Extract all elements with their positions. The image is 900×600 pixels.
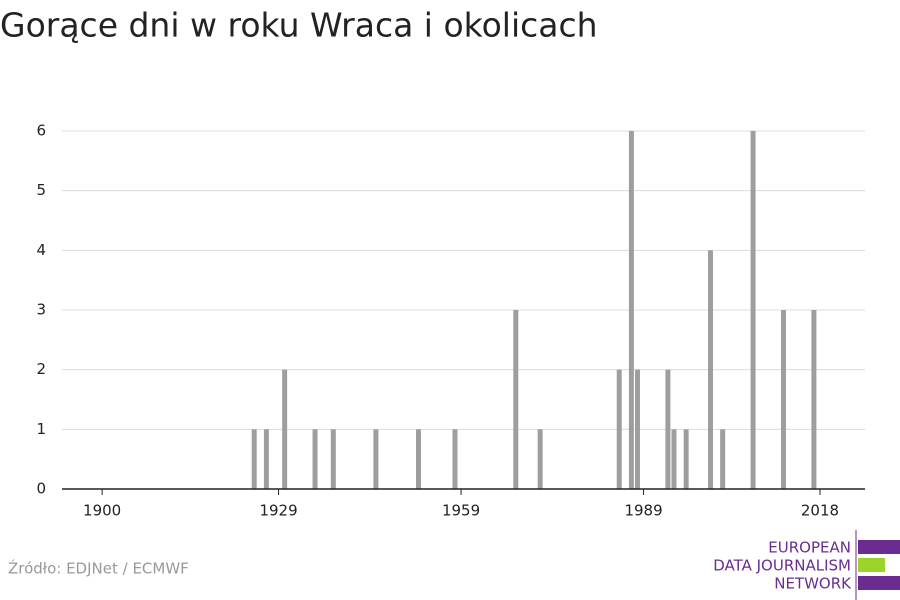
bar — [263, 429, 269, 489]
x-tick-label: 1900 — [83, 502, 121, 520]
logo-bar — [858, 558, 885, 572]
bar — [537, 429, 543, 489]
bar — [415, 429, 421, 489]
x-tick-label: 1959 — [442, 502, 480, 520]
y-tick-label: 3 — [36, 301, 46, 319]
logo-bar — [858, 540, 900, 554]
bar — [671, 429, 677, 489]
bar — [634, 369, 640, 489]
bar — [452, 429, 458, 489]
logo-bar — [858, 576, 900, 590]
bar — [665, 369, 671, 489]
y-tick-label: 2 — [36, 360, 46, 378]
y-tick-label: 0 — [36, 480, 46, 498]
bar — [811, 310, 817, 489]
logo-text: NETWORK — [774, 575, 852, 593]
bar — [720, 429, 726, 489]
bar — [780, 310, 786, 489]
bar — [616, 369, 622, 489]
y-tick-label: 1 — [36, 420, 46, 438]
source: Źródło: EDJNet / ECMWF — [8, 559, 189, 578]
y-tick-label: 5 — [36, 181, 46, 199]
bar — [750, 131, 756, 489]
x-tick-label: 1989 — [624, 502, 662, 520]
logo: EUROPEAN DATA JOURNALISM NETWORK — [713, 530, 900, 600]
logo-text: EUROPEAN — [768, 539, 851, 557]
y-tick-label: 6 — [36, 122, 46, 140]
bar — [707, 250, 713, 489]
bar — [312, 429, 318, 489]
chart-title: Gorące dni w roku Wraca i okolicach — [0, 6, 598, 45]
y-tick-label: 4 — [36, 241, 46, 259]
bar — [282, 369, 288, 489]
x-tick-label: 2018 — [801, 502, 839, 520]
bar — [513, 310, 519, 489]
logo-text: DATA JOURNALISM — [713, 557, 851, 575]
bar — [373, 429, 379, 489]
x-tick-label: 1929 — [259, 502, 297, 520]
bar — [683, 429, 689, 489]
bar — [628, 131, 634, 489]
bar — [330, 429, 336, 489]
bar — [251, 429, 257, 489]
